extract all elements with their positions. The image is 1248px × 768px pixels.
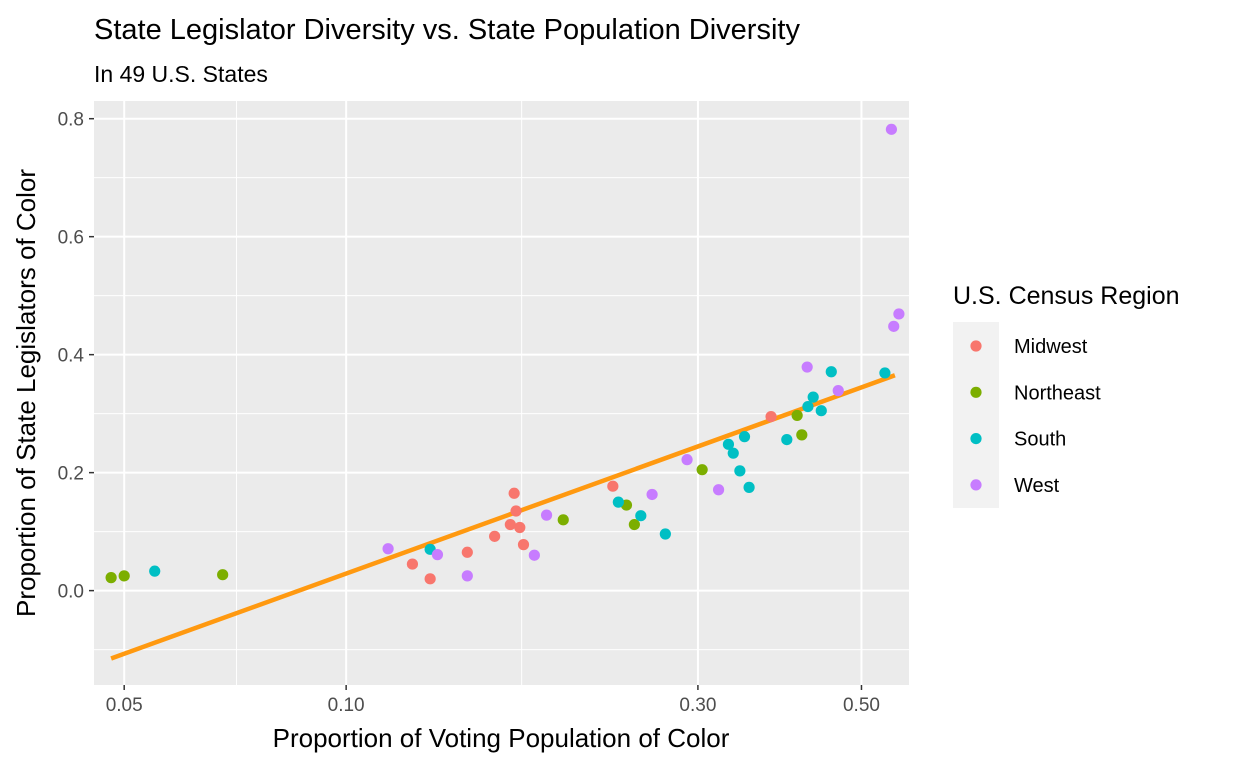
legend-title: U.S. Census Region (953, 282, 1180, 310)
legend-label-northeast: Northeast (1014, 382, 1101, 404)
point-south (825, 366, 837, 378)
x-tick-label: 0.50 (843, 695, 880, 716)
point-west (832, 385, 844, 397)
point-midwest (514, 521, 526, 534)
point-west (646, 488, 658, 501)
legend-key-midwest (970, 340, 982, 352)
point-west (801, 361, 813, 373)
point-west (893, 308, 905, 320)
point-west (888, 320, 900, 332)
point-midwest (517, 539, 530, 551)
plot-panel (94, 101, 909, 685)
point-midwest (461, 546, 473, 558)
point-northeast (557, 514, 569, 526)
point-west (681, 454, 693, 466)
legend-label-south: South (1014, 429, 1066, 451)
legend-key-south (970, 433, 982, 445)
data-points (105, 123, 905, 585)
point-south (149, 565, 161, 577)
legend-key-northeast (970, 386, 982, 398)
point-midwest (406, 558, 419, 570)
point-northeast (118, 570, 130, 582)
trend-line-layer (110, 373, 896, 661)
point-midwest (607, 480, 619, 492)
point-midwest (765, 410, 777, 423)
point-south (612, 496, 624, 508)
legend-label-west: West (1014, 475, 1060, 497)
point-south (659, 528, 671, 540)
y-tick-label: 0.0 (58, 582, 84, 603)
point-west (885, 123, 898, 135)
point-west (528, 549, 540, 561)
trend-line (110, 373, 896, 661)
point-south (802, 400, 814, 413)
point-northeast (105, 572, 117, 584)
point-west (712, 484, 725, 496)
y-axis: 0.0 0.2 0.4 0.6 0.8 (58, 110, 94, 603)
point-south (722, 438, 735, 450)
point-south (727, 447, 739, 459)
point-south (738, 431, 751, 443)
y-tick-label: 0.2 (58, 464, 84, 485)
point-west (540, 509, 553, 521)
point-northeast (791, 409, 803, 422)
y-tick-label: 0.6 (58, 228, 84, 249)
y-axis-title: Proportion of State Legislators of Color (11, 169, 41, 617)
x-axis: 0.05 0.10 0.30 0.50 (106, 685, 880, 716)
x-tick-label: 0.10 (328, 695, 365, 716)
point-northeast (628, 518, 640, 531)
point-northeast (217, 569, 229, 581)
major-gridlines (94, 101, 909, 685)
x-tick-label: 0.30 (679, 695, 716, 716)
y-tick-label: 0.8 (58, 110, 84, 131)
legend-key-west (970, 479, 982, 491)
point-west (382, 543, 394, 555)
point-midwest (489, 530, 501, 542)
point-south (635, 510, 647, 522)
legend-label-midwest: Midwest (1014, 336, 1088, 358)
minor-gridlines (94, 101, 909, 685)
point-south (781, 434, 793, 446)
point-west (461, 570, 473, 582)
chart-title: State Legislator Diversity vs. State Pop… (94, 14, 800, 46)
point-midwest (424, 573, 436, 585)
point-south (734, 465, 746, 477)
chart-subtitle: In 49 U.S. States (94, 61, 268, 87)
point-west (431, 549, 444, 561)
point-midwest (508, 487, 520, 499)
point-south (879, 367, 891, 379)
point-midwest (504, 518, 516, 531)
x-axis-title: Proportion of Voting Population of Color (273, 723, 730, 753)
point-south (815, 405, 827, 417)
point-northeast (696, 464, 708, 476)
point-midwest (510, 505, 522, 517)
y-tick-label: 0.4 (58, 346, 85, 367)
point-northeast (796, 429, 808, 441)
x-tick-label: 0.05 (106, 695, 143, 716)
legend-key-background (953, 322, 999, 508)
point-south (807, 391, 819, 403)
point-south (743, 481, 755, 493)
legend: U.S. Census Region Midwest Northeast South… (953, 282, 1180, 508)
